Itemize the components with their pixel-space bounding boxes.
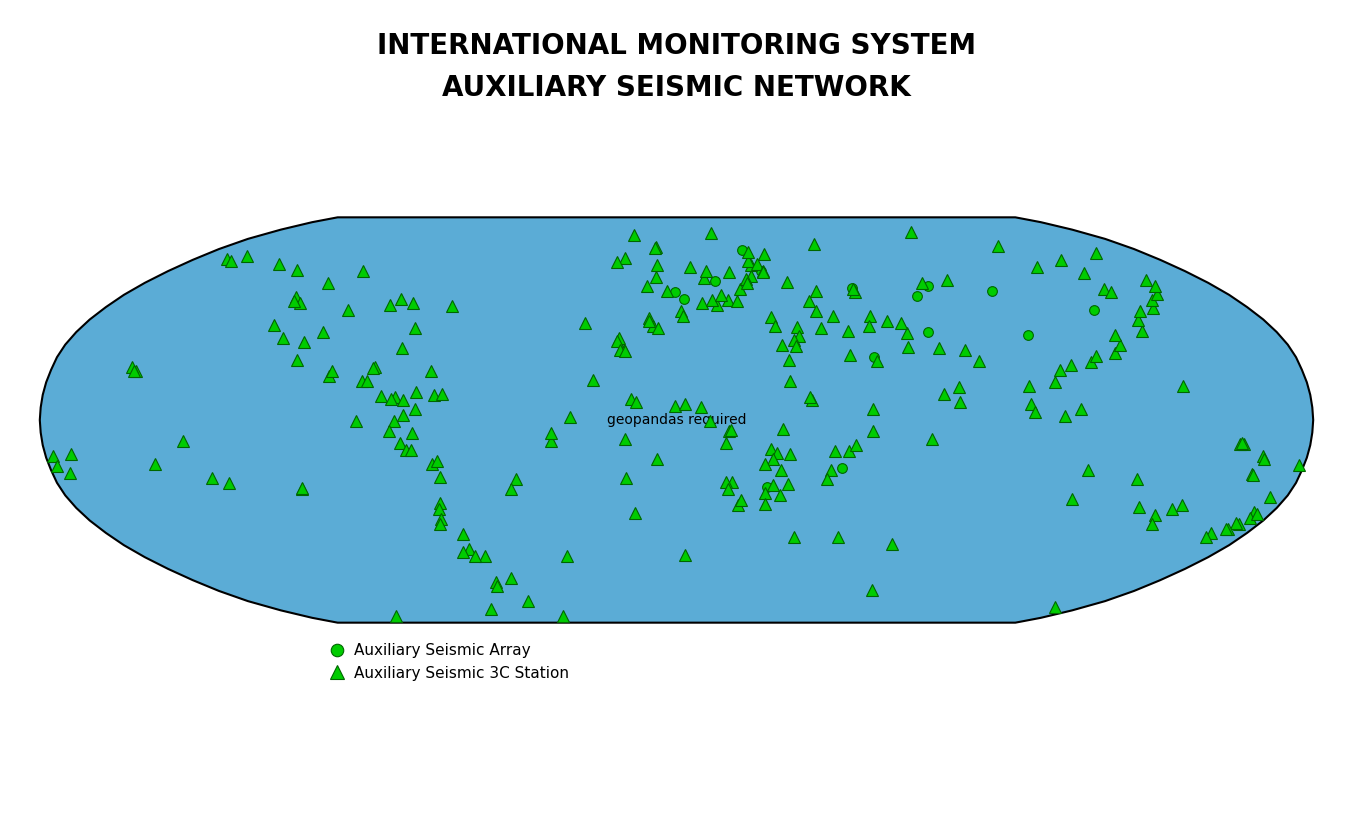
Polygon shape xyxy=(39,218,1314,622)
Text: AUXILIARY SEISMIC NETWORK: AUXILIARY SEISMIC NETWORK xyxy=(442,74,911,102)
Text: INTERNATIONAL MONITORING SYSTEM: INTERNATIONAL MONITORING SYSTEM xyxy=(377,32,976,60)
Text: geopandas required: geopandas required xyxy=(606,413,747,427)
Legend: Auxiliary Seismic Array, Auxiliary Seismic 3C Station: Auxiliary Seismic Array, Auxiliary Seism… xyxy=(321,635,576,688)
